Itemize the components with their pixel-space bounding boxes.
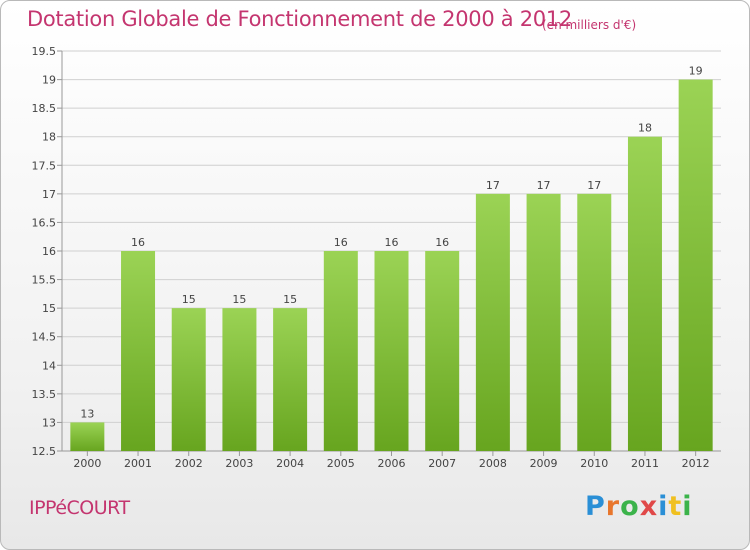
- logo-letter: x: [639, 491, 659, 522]
- x-tick-label: 2011: [631, 457, 659, 470]
- bar: [121, 251, 156, 451]
- data-label: 15: [232, 293, 246, 306]
- bar: [171, 308, 206, 451]
- bar: [627, 136, 662, 451]
- x-tick-label: 2012: [682, 457, 710, 470]
- y-tick-label: 15.5: [32, 274, 57, 287]
- x-tick-label: 2000: [73, 457, 101, 470]
- data-label: 16: [131, 236, 145, 249]
- logo-letter: i: [658, 491, 669, 522]
- y-tick-label: 18.5: [32, 102, 57, 115]
- data-label: 18: [638, 122, 652, 135]
- data-label: 17: [486, 179, 500, 192]
- bar: [323, 251, 358, 451]
- bar: [273, 308, 308, 451]
- y-tick-label: 19.5: [32, 45, 57, 58]
- data-label: 15: [283, 293, 297, 306]
- y-tick-label: 18: [42, 131, 56, 144]
- x-tick-label: 2003: [225, 457, 253, 470]
- data-label: 16: [334, 236, 348, 249]
- bar: [425, 251, 460, 451]
- y-tick-label: 14: [42, 359, 56, 372]
- y-tick-label: 16.5: [32, 216, 57, 229]
- x-tick-label: 2009: [530, 457, 558, 470]
- y-tick-label: 13: [42, 416, 56, 429]
- y-tick-label: 19: [42, 74, 56, 87]
- x-tick-label: 2002: [175, 457, 203, 470]
- data-label: 17: [537, 179, 551, 192]
- y-tick-label: 13.5: [32, 388, 57, 401]
- proxiti-logo: Proxiti: [585, 491, 693, 522]
- x-tick-label: 2010: [580, 457, 608, 470]
- x-tick-label: 2004: [276, 457, 304, 470]
- y-tick-label: 17: [42, 188, 56, 201]
- bar: [374, 251, 409, 451]
- x-tick-label: 2007: [428, 457, 456, 470]
- y-tick-label: 15: [42, 302, 56, 315]
- logo-letter: t: [668, 491, 683, 522]
- chart-title: Dotation Globale de Fonctionnement de 20…: [27, 7, 572, 31]
- logo-letter: o: [620, 491, 640, 522]
- data-label: 16: [435, 236, 449, 249]
- data-label: 13: [80, 407, 94, 420]
- logo-letter: r: [605, 491, 621, 522]
- x-tick-label: 2006: [378, 457, 406, 470]
- data-label: 17: [587, 179, 601, 192]
- data-label: 19: [689, 65, 703, 78]
- bar: [678, 79, 713, 452]
- x-tick-label: 2005: [327, 457, 355, 470]
- y-tick-label: 12.5: [32, 445, 57, 458]
- data-label: 15: [182, 293, 196, 306]
- bar: [475, 193, 510, 451]
- y-tick-label: 16: [42, 245, 56, 258]
- unit-note: (en milliers d'€): [542, 18, 637, 32]
- logo-letter: P: [585, 491, 606, 522]
- bars: [70, 79, 713, 452]
- x-tick-label: 2008: [479, 457, 507, 470]
- logo-letter: i: [682, 491, 693, 522]
- data-label: 16: [385, 236, 399, 249]
- commune-name: IPPéCOURT: [29, 497, 130, 519]
- labels: 12.5 13 13.5 14 14.5 15 15.5 16 16.5 17 17.5 18 18.5…: [32, 45, 710, 470]
- x-tick-label: 2001: [124, 457, 152, 470]
- bar: [577, 193, 612, 451]
- bar: [70, 422, 105, 451]
- bar: [526, 193, 561, 451]
- bar: [222, 308, 257, 451]
- y-tick-label: 17.5: [32, 159, 57, 172]
- y-tick-label: 14.5: [32, 331, 57, 344]
